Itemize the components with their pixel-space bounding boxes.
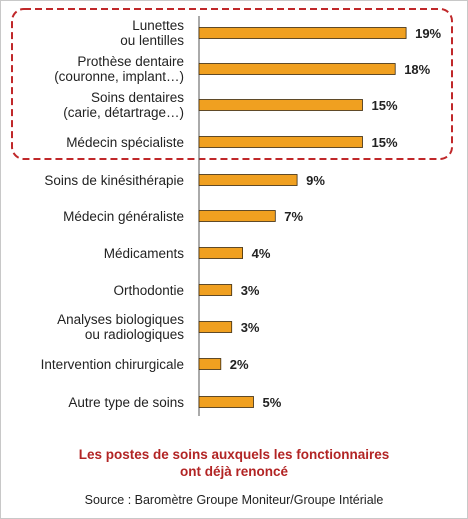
bar-4	[198, 174, 298, 186]
value-label-3: 15%	[372, 135, 398, 150]
category-label-1: Prothèse dentaire (couronne, implant…)	[54, 54, 184, 84]
bar-6	[198, 247, 243, 259]
value-label-2: 15%	[372, 98, 398, 113]
value-label-7: 3%	[241, 283, 260, 298]
bar-0	[198, 27, 407, 39]
category-label-5: Médecin généraliste	[63, 209, 184, 224]
value-label-6: 4%	[252, 246, 271, 261]
category-label-9: Intervention chirurgicale	[41, 357, 184, 372]
value-label-5: 7%	[284, 209, 303, 224]
chart-caption: Les postes de soins auxquels les fonctio…	[0, 446, 468, 480]
bar-1	[198, 63, 396, 75]
category-label-0: Lunettes ou lentilles	[120, 18, 184, 48]
bar-3	[198, 136, 363, 148]
value-label-8: 3%	[241, 320, 260, 335]
category-label-6: Médicaments	[104, 246, 185, 261]
bar-2	[198, 99, 363, 111]
value-label-9: 2%	[230, 357, 249, 372]
bar-7	[198, 284, 233, 296]
bar-5	[198, 210, 276, 222]
value-label-1: 18%	[404, 62, 430, 77]
source-note: Source : Baromètre Groupe Moniteur/Group…	[84, 493, 384, 507]
category-label-7: Orthodontie	[113, 283, 184, 298]
bar-chart: Lunettes ou lentilles Prothèse dentaire (co…	[11, 8, 453, 416]
category-label-8: Analyses biologiques ou radiologiques	[57, 312, 184, 342]
highlight-box	[11, 8, 453, 160]
value-label-0: 19%	[415, 26, 441, 41]
category-label-2: Soins dentaires (carie, détartrage…)	[63, 90, 184, 120]
category-label-4: Soins de kinésithérapie	[44, 173, 184, 188]
category-label-3: Médecin spécialiste	[66, 135, 184, 150]
value-label-10: 5%	[263, 395, 282, 410]
bar-10	[198, 396, 254, 408]
caption-line-2: ont déjà renoncé	[179, 464, 289, 479]
category-label-10: Autre type de soins	[68, 395, 184, 410]
bar-9	[198, 358, 222, 370]
value-label-4: 9%	[306, 173, 325, 188]
caption-line-1: Les postes de soins auxquels les fonctio…	[78, 447, 390, 462]
bar-8	[198, 321, 233, 333]
